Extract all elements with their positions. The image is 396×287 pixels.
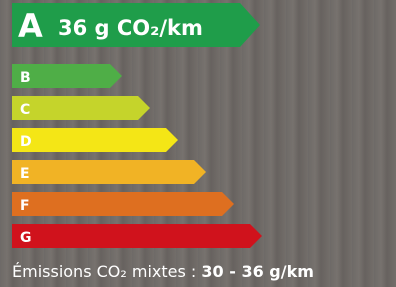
- class-letter: D: [20, 134, 32, 150]
- class-bar: [12, 128, 178, 152]
- footer-value: 30 - 36 g/km: [201, 262, 314, 281]
- class-letter: B: [20, 70, 31, 86]
- class-letter: G: [20, 230, 32, 246]
- energy-label: A 36 g CO₂/km BCDEFG Émissions CO₂ mixte…: [0, 0, 396, 287]
- class-bar: [12, 160, 206, 184]
- footer-label: Émissions CO₂ mixtes :: [12, 262, 196, 281]
- class-letter: A: [18, 7, 43, 45]
- class-letter: E: [20, 166, 30, 182]
- emission-value: 36 g CO₂/km: [58, 16, 203, 40]
- footer: Émissions CO₂ mixtes : 30 - 36 g/km: [12, 262, 314, 281]
- class-letter: F: [20, 198, 30, 214]
- class-bar: [12, 192, 234, 216]
- class-bar: [12, 224, 262, 248]
- class-letter: C: [20, 102, 30, 118]
- class-bar: [12, 96, 150, 120]
